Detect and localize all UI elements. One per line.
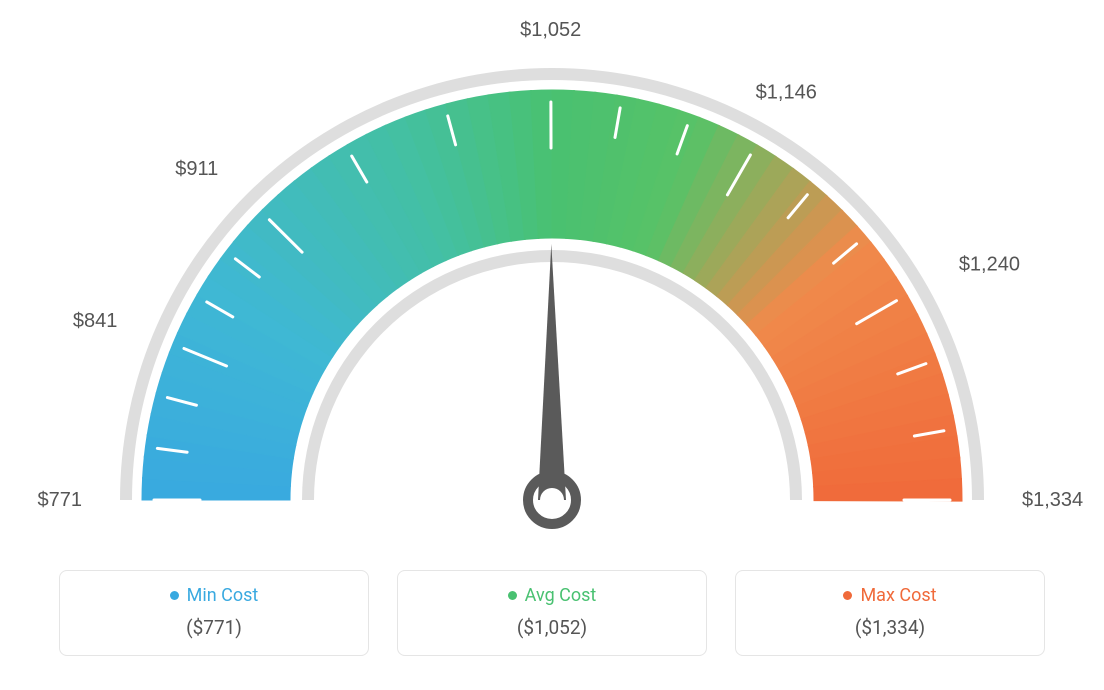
legend-value-avg: ($1,052) — [408, 616, 696, 639]
legend-title-max: Max Cost — [843, 585, 936, 606]
legend-value-max: ($1,334) — [746, 616, 1034, 639]
svg-text:$841: $841 — [73, 310, 118, 332]
svg-text:$1,240: $1,240 — [959, 254, 1020, 276]
legend-title-avg: Avg Cost — [508, 585, 597, 606]
svg-text:$1,146: $1,146 — [756, 82, 817, 104]
gauge-svg: $771 $841 $911 $1,052 $1,146 $1,240 $1,334 — [0, 20, 1104, 560]
dot-icon — [508, 591, 517, 600]
svg-text:$1,052: $1,052 — [520, 20, 581, 41]
legend-label: Avg Cost — [525, 585, 597, 606]
svg-text:$911: $911 — [175, 158, 218, 180]
legend-label: Min Cost — [187, 585, 259, 606]
legend-card-max: Max Cost ($1,334) — [735, 570, 1045, 656]
svg-text:$1,334: $1,334 — [1022, 489, 1083, 511]
legend-card-avg: Avg Cost ($1,052) — [397, 570, 707, 656]
svg-text:$771: $771 — [38, 489, 83, 511]
legend-value-min: ($771) — [70, 616, 358, 639]
cost-gauge-chart: $771 $841 $911 $1,052 $1,146 $1,240 $1,334 — [0, 20, 1104, 560]
legend-label: Max Cost — [860, 585, 936, 606]
legend-title-min: Min Cost — [170, 585, 259, 606]
legend-card-min: Min Cost ($771) — [59, 570, 369, 656]
dot-icon — [170, 591, 179, 600]
dot-icon — [843, 591, 852, 600]
legend-row: Min Cost ($771) Avg Cost ($1,052) Max Co… — [0, 570, 1104, 656]
